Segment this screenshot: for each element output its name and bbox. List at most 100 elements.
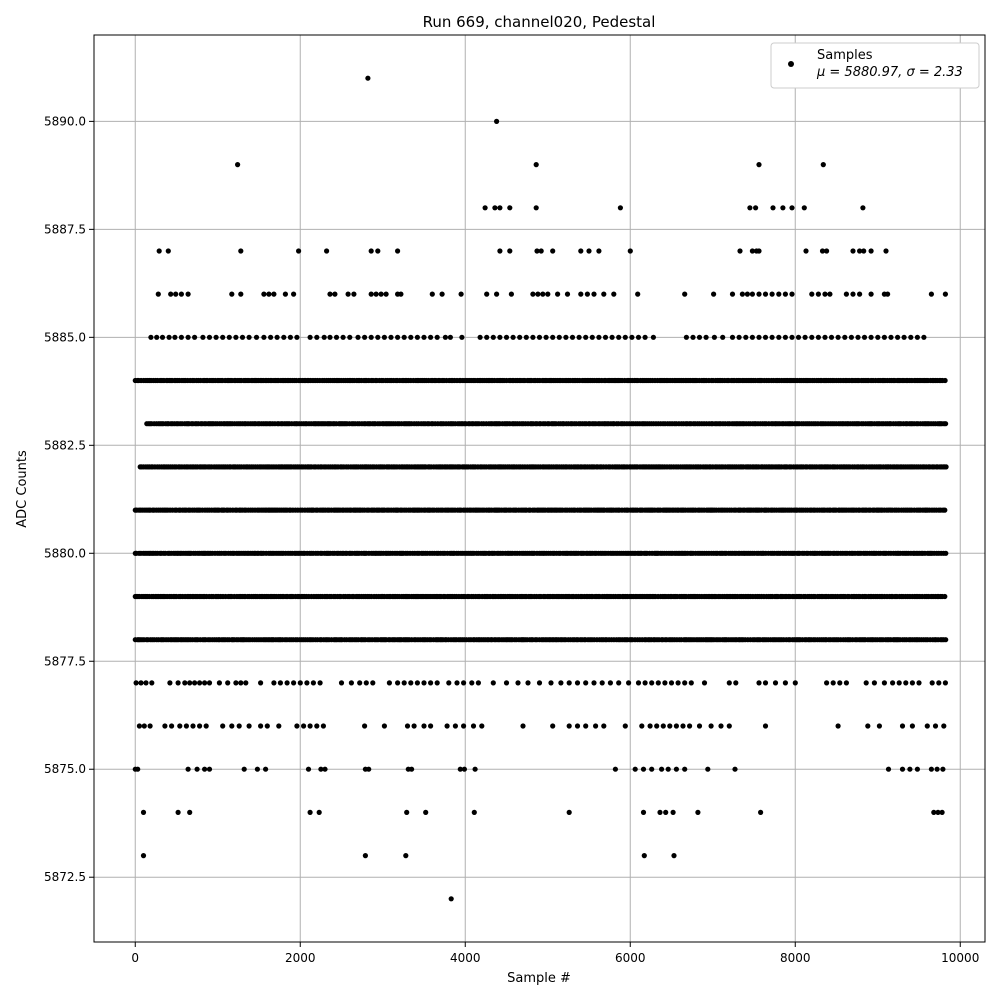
data-point [695, 809, 701, 816]
plot-area-frame [93, 34, 986, 943]
data-point [348, 680, 354, 686]
data-point [327, 334, 333, 340]
data-point [494, 291, 500, 297]
data-point [943, 637, 949, 643]
data-point [622, 334, 628, 340]
data-point [705, 766, 711, 772]
data-point [264, 723, 270, 729]
data-point [386, 680, 392, 686]
data-point [378, 291, 384, 297]
data-point [749, 248, 756, 254]
data-point [271, 291, 277, 297]
data-point [258, 680, 264, 686]
data-point [525, 680, 531, 686]
data-point [822, 291, 828, 297]
data-point [535, 291, 541, 297]
data-point [837, 680, 843, 686]
data-point [789, 291, 795, 297]
data-point [642, 680, 648, 686]
data-point [749, 334, 756, 340]
data-point [149, 680, 155, 686]
data-point [843, 680, 850, 686]
data-point [459, 334, 465, 340]
data-point [322, 766, 328, 772]
data-point [737, 248, 743, 254]
data-point [747, 205, 753, 211]
data-point [404, 809, 410, 816]
data-point [616, 680, 622, 686]
data-point [663, 809, 669, 816]
data-point [820, 162, 826, 168]
data-point [482, 205, 488, 211]
data-point [558, 680, 564, 686]
data-point [861, 334, 868, 340]
data-point [395, 334, 401, 340]
data-point [860, 205, 866, 211]
data-point [327, 291, 333, 297]
data-point [601, 291, 607, 297]
data-point [477, 334, 483, 340]
data-point [147, 723, 153, 729]
data-point [536, 680, 543, 686]
data-point [497, 205, 503, 211]
data-point [187, 680, 193, 686]
data-point [720, 334, 726, 340]
x-tick-label: 4000 [450, 951, 481, 965]
data-point [701, 680, 708, 686]
data-point [411, 723, 417, 729]
data-point [670, 809, 676, 816]
data-point [578, 248, 584, 254]
data-point [769, 291, 775, 297]
data-point [609, 334, 615, 340]
data-point [373, 291, 379, 297]
data-point [197, 723, 203, 729]
data-point [756, 291, 762, 297]
data-point [225, 680, 231, 686]
data-point [282, 291, 288, 297]
data-point [875, 334, 881, 340]
data-point [703, 334, 709, 340]
data-point [756, 162, 762, 168]
data-point [601, 723, 607, 729]
data-point [885, 766, 892, 772]
data-point [166, 334, 172, 340]
data-point [238, 680, 244, 686]
data-point [660, 723, 666, 729]
data-point [822, 334, 828, 340]
data-point [540, 291, 546, 297]
data-point [772, 680, 779, 686]
data-point [901, 334, 907, 340]
data-point [368, 248, 374, 254]
data-point [627, 248, 633, 254]
data-point [365, 75, 371, 81]
data-point [640, 809, 647, 816]
data-point [654, 723, 660, 729]
y-tick-label: 5880.0 [44, 546, 86, 560]
data-points [132, 75, 949, 902]
y-tick-label: 5875.0 [44, 762, 86, 776]
data-point [471, 809, 477, 816]
data-point [762, 680, 769, 686]
data-point [173, 291, 179, 297]
data-point [888, 334, 894, 340]
data-point [190, 723, 196, 729]
data-point [803, 248, 809, 254]
data-point [718, 723, 724, 729]
data-point [381, 334, 387, 340]
data-point [815, 334, 822, 340]
data-point [776, 291, 782, 297]
data-point [711, 334, 718, 340]
data-point [649, 680, 655, 686]
data-point [317, 680, 323, 686]
data-point [861, 248, 867, 254]
data-point [213, 334, 219, 340]
data-point [192, 334, 198, 340]
data-point [351, 291, 357, 297]
data-point [942, 291, 949, 297]
data-point [172, 334, 178, 340]
data-point [895, 334, 901, 340]
data-point [429, 291, 435, 297]
data-point [762, 291, 769, 297]
